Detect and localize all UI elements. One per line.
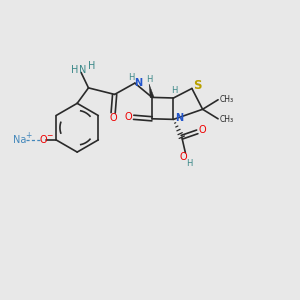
Text: Na: Na — [13, 135, 26, 145]
Text: +: + — [25, 131, 32, 140]
Text: N: N — [134, 77, 142, 88]
Text: O: O — [109, 113, 117, 123]
Text: −: − — [46, 131, 52, 140]
Text: S: S — [194, 79, 202, 92]
Text: H: H — [88, 61, 95, 71]
Text: O: O — [180, 152, 188, 162]
Text: CH₃: CH₃ — [220, 115, 234, 124]
Polygon shape — [149, 84, 154, 98]
Text: H: H — [71, 65, 79, 75]
Text: H: H — [128, 73, 134, 82]
Text: O: O — [199, 125, 206, 135]
Text: O: O — [39, 135, 47, 145]
Text: H: H — [172, 86, 178, 95]
Text: N: N — [80, 65, 87, 75]
Text: H: H — [186, 159, 193, 168]
Text: H: H — [146, 75, 152, 84]
Text: CH₃: CH₃ — [220, 95, 234, 104]
Text: O: O — [124, 112, 132, 122]
Text: N: N — [175, 113, 183, 123]
